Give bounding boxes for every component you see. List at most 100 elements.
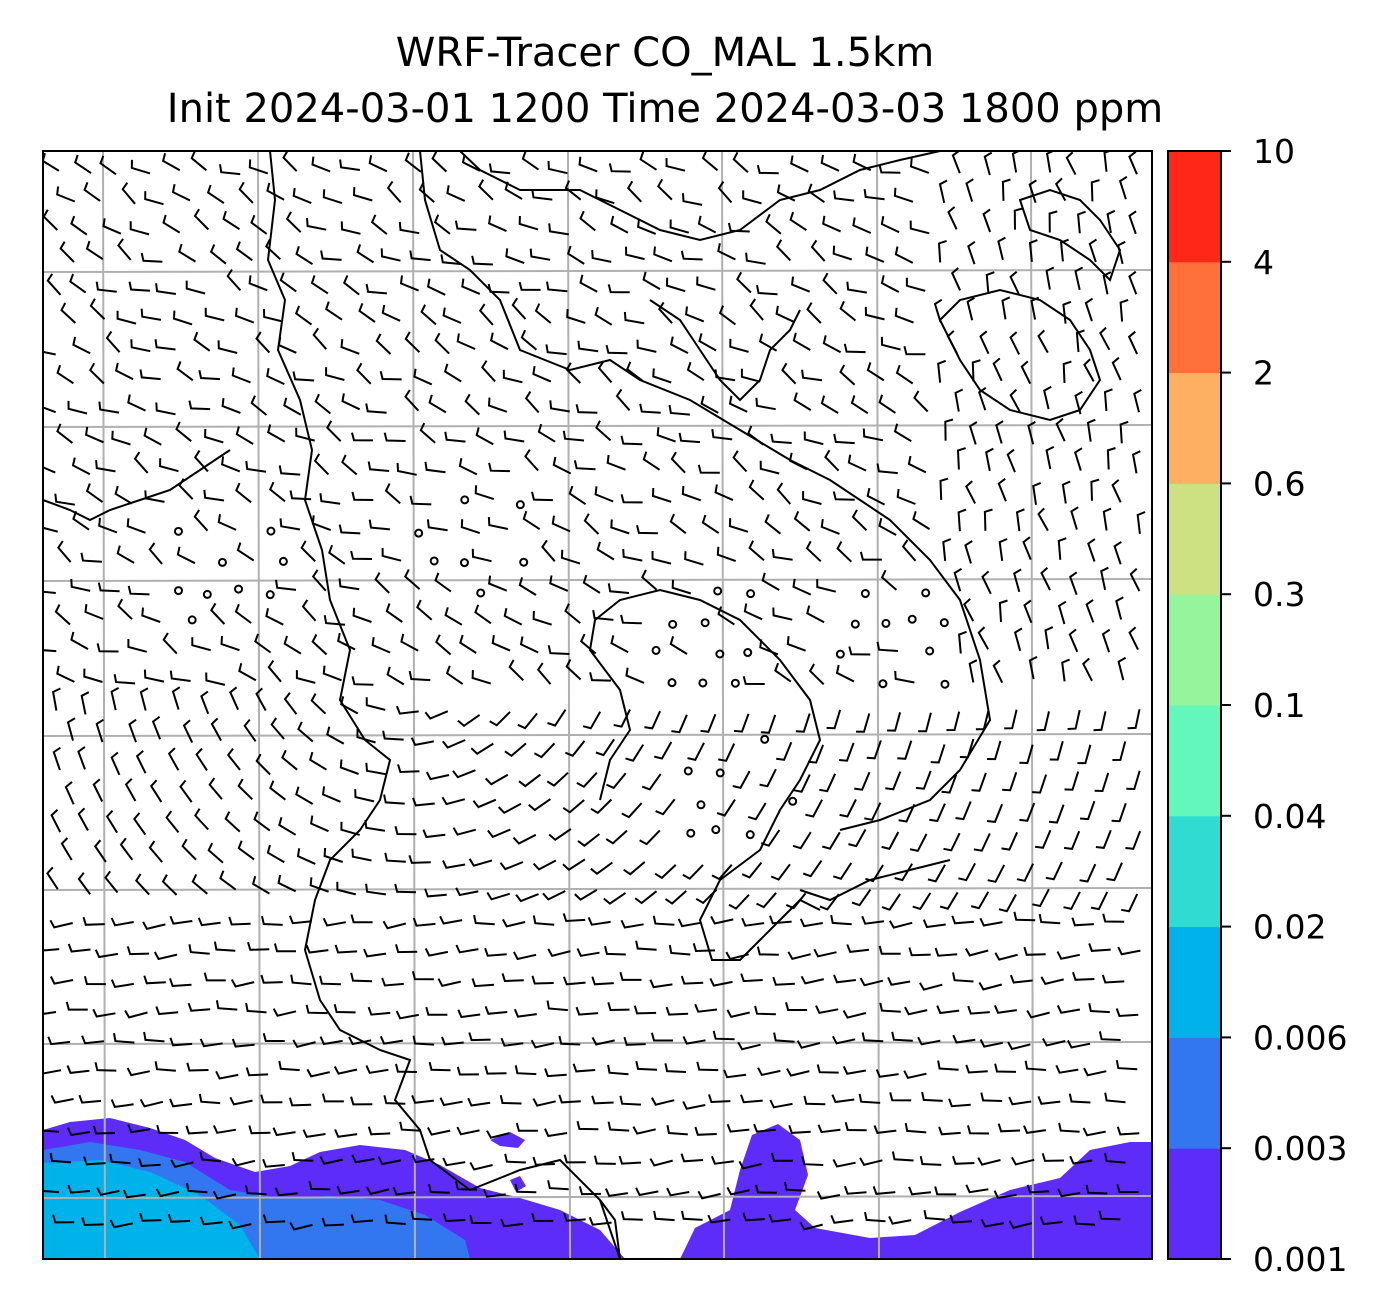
wind-barb — [522, 510, 541, 531]
wind-barb — [521, 151, 540, 171]
wind-barb — [697, 464, 720, 474]
wind-barb — [785, 1002, 808, 1011]
wind-barb — [85, 240, 104, 261]
wind-barb — [1077, 744, 1092, 765]
wind-barb — [597, 360, 613, 384]
wind-barb — [832, 862, 853, 880]
wind-barb — [489, 332, 509, 351]
wind-barb — [143, 1031, 165, 1043]
wind-barb — [967, 1005, 990, 1015]
wind-barb — [769, 915, 792, 925]
wind-barb — [124, 1009, 148, 1019]
wind-barb — [776, 741, 793, 761]
wind-barb — [548, 828, 572, 841]
wind-barb — [250, 395, 268, 416]
wind-barb — [732, 151, 749, 173]
wind-barb — [835, 664, 855, 683]
wind-barb — [468, 1032, 491, 1042]
wind-barb — [826, 709, 842, 730]
wind-barb — [1038, 913, 1061, 925]
wind-barb — [729, 338, 749, 353]
wind-barb — [623, 861, 646, 876]
wind-barb — [305, 1004, 328, 1015]
wind-barb — [295, 786, 314, 805]
wind-barb — [456, 333, 476, 350]
wind-barb — [92, 1125, 116, 1135]
wind-barb — [409, 250, 431, 262]
wind-barb — [652, 368, 672, 384]
wind-barb — [191, 873, 208, 895]
wind-barb — [295, 245, 314, 266]
wind-barb — [625, 246, 645, 261]
wind-barb — [956, 447, 966, 470]
wind-barb — [488, 163, 511, 175]
wind-barb — [370, 214, 388, 235]
wind-barb — [816, 579, 837, 593]
wind-barb — [975, 710, 990, 731]
wind-barb — [351, 1154, 375, 1164]
wind-barb — [127, 639, 148, 653]
wind-barb — [333, 1004, 356, 1014]
wind-barb — [518, 215, 539, 231]
wind-barb — [732, 770, 751, 790]
wind-barb — [499, 861, 524, 871]
wind-barb — [255, 753, 271, 776]
wind-barb — [1006, 448, 1016, 473]
calm-wind-marker — [651, 645, 661, 655]
wind-barb — [949, 1214, 973, 1224]
wind-barb — [427, 1126, 451, 1136]
wind-barb — [664, 1063, 687, 1073]
wind-barb — [411, 1095, 435, 1104]
wind-barb — [1115, 1008, 1139, 1018]
wind-barb — [1082, 657, 1093, 682]
wind-barb — [1095, 829, 1112, 849]
wind-barb — [382, 920, 407, 930]
wind-barb — [608, 163, 631, 173]
wind-barb — [875, 1069, 899, 1078]
coastline-segment-7 — [43, 449, 231, 522]
wind-barb — [1136, 511, 1146, 535]
wind-barb — [171, 184, 191, 202]
wind-barb — [386, 666, 405, 686]
wind-barb — [434, 332, 450, 355]
wind-barb — [338, 578, 360, 591]
wind-barb — [188, 944, 210, 955]
wind-barb — [365, 403, 387, 414]
wind-barb — [792, 578, 812, 596]
wind-barb — [381, 304, 401, 322]
wind-barb — [959, 738, 975, 759]
wind-barb — [124, 778, 137, 802]
wind-barb — [839, 799, 857, 818]
wind-barb — [728, 395, 748, 413]
wind-barb — [392, 1186, 416, 1196]
wind-barb — [929, 803, 946, 823]
wind-barb — [171, 686, 181, 710]
wind-barb — [607, 284, 630, 294]
wind-barb — [410, 1210, 433, 1221]
wind-barb — [546, 281, 568, 293]
wind-barb — [339, 159, 361, 171]
wind-barb — [487, 283, 510, 294]
wind-barb — [1043, 385, 1052, 410]
wind-barb — [700, 713, 717, 733]
wind-barb — [697, 215, 717, 234]
wind-barb — [635, 1060, 658, 1071]
wind-barb — [742, 190, 762, 205]
wind-barb — [341, 454, 358, 476]
gridline-vertical — [721, 151, 725, 1259]
wind-barb — [461, 278, 481, 295]
wind-barb — [748, 479, 765, 501]
wind-barb — [876, 463, 898, 475]
wind-barb — [337, 632, 356, 651]
wind-barb — [1013, 207, 1023, 230]
wind-barb — [270, 717, 285, 740]
wind-barb — [381, 547, 402, 562]
wind-barb — [770, 863, 791, 881]
wind-barb — [66, 717, 76, 741]
wind-barb — [642, 271, 661, 290]
wind-barb — [410, 737, 434, 747]
wind-barb — [43, 1069, 62, 1075]
wind-barb — [1128, 151, 1138, 175]
wind-barb — [531, 1212, 554, 1223]
colorbar-segment-7 — [1168, 372, 1221, 484]
